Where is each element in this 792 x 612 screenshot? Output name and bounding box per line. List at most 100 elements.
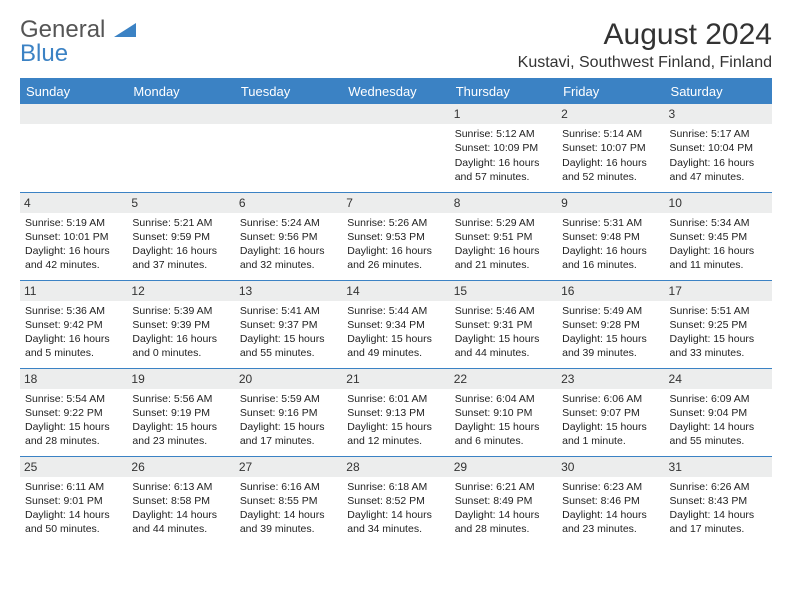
day-number: 10 xyxy=(665,193,772,213)
calendar-week: 4 Sunrise: 5:19 AMSunset: 10:01 PMDayligh… xyxy=(20,192,772,280)
day-info: Sunrise: 5:21 AMSunset: 9:59 PMDaylight:… xyxy=(132,216,229,273)
day-number: 25 xyxy=(20,457,127,477)
calendar-cell xyxy=(127,104,234,192)
calendar-cell: 31 Sunrise: 6:26 AMSunset: 8:43 PMDayligh… xyxy=(665,456,772,544)
calendar-cell: 9 Sunrise: 5:31 AMSunset: 9:48 PMDaylight… xyxy=(557,192,664,280)
day-number: 29 xyxy=(450,457,557,477)
day-number: 31 xyxy=(665,457,772,477)
day-info: Sunrise: 5:49 AMSunset: 9:28 PMDaylight:… xyxy=(562,304,659,361)
calendar-week: 1 Sunrise: 5:12 AMSunset: 10:09 PMDayligh… xyxy=(20,104,772,192)
calendar-cell: 3Sunrise: 5:17 AMSunset: 10:04 PMDayligh… xyxy=(665,104,772,192)
calendar-cell xyxy=(342,104,449,192)
calendar-cell: 17 Sunrise: 5:51 AMSunset: 9:25 PMDayligh… xyxy=(665,280,772,368)
logo-text-1: General xyxy=(20,16,105,43)
month-title: August 2024 xyxy=(518,18,772,52)
calendar-cell: 4 Sunrise: 5:19 AMSunset: 10:01 PMDayligh… xyxy=(20,192,127,280)
calendar-cell: 24 Sunrise: 6:09 AMSunset: 9:04 PMDayligh… xyxy=(665,368,772,456)
day-info: Sunrise: 6:06 AMSunset: 9:07 PMDaylight:… xyxy=(562,392,659,449)
day-info: Sunrise: 6:04 AMSunset: 9:10 PMDaylight:… xyxy=(455,392,552,449)
day-info: Sunrise: 5:17 AMSunset: 10:04 PMDaylight… xyxy=(670,127,767,184)
day-number: 8 xyxy=(450,193,557,213)
day-header: Monday xyxy=(127,79,234,105)
day-info: Sunrise: 5:31 AMSunset: 9:48 PMDaylight:… xyxy=(562,216,659,273)
day-number: 26 xyxy=(127,457,234,477)
day-info: Sunrise: 6:01 AMSunset: 9:13 PMDaylight:… xyxy=(347,392,444,449)
calendar-cell: 30Sunrise: 6:23 AMSunset: 8:46 PMDayligh… xyxy=(557,456,664,544)
calendar-cell: 5 Sunrise: 5:21 AMSunset: 9:59 PMDaylight… xyxy=(127,192,234,280)
calendar-cell: 11 Sunrise: 5:36 AMSunset: 9:42 PMDayligh… xyxy=(20,280,127,368)
calendar-body: 1 Sunrise: 5:12 AMSunset: 10:09 PMDayligh… xyxy=(20,104,772,544)
day-header: Thursday xyxy=(450,79,557,105)
calendar-cell: 15 Sunrise: 5:46 AMSunset: 9:31 PMDayligh… xyxy=(450,280,557,368)
calendar-cell: 21 Sunrise: 6:01 AMSunset: 9:13 PMDayligh… xyxy=(342,368,449,456)
logo-triangle-icon xyxy=(114,23,136,37)
day-info: Sunrise: 5:29 AMSunset: 9:51 PMDaylight:… xyxy=(455,216,552,273)
day-info: Sunrise: 5:19 AMSunset: 10:01 PMDaylight… xyxy=(25,216,122,273)
day-info: Sunrise: 6:11 AMSunset: 9:01 PMDaylight:… xyxy=(25,480,122,537)
calendar-cell: 25 Sunrise: 6:11 AMSunset: 9:01 PMDayligh… xyxy=(20,456,127,544)
day-header: Tuesday xyxy=(235,79,342,105)
calendar-cell: 29 Sunrise: 6:21 AMSunset: 8:49 PMDayligh… xyxy=(450,456,557,544)
day-number-empty xyxy=(235,104,342,124)
day-info: Sunrise: 5:24 AMSunset: 9:56 PMDaylight:… xyxy=(240,216,337,273)
day-number: 24 xyxy=(665,369,772,389)
day-info: Sunrise: 5:36 AMSunset: 9:42 PMDaylight:… xyxy=(25,304,122,361)
calendar-cell: 6Sunrise: 5:24 AMSunset: 9:56 PMDaylight… xyxy=(235,192,342,280)
day-info: Sunrise: 6:23 AMSunset: 8:46 PMDaylight:… xyxy=(562,480,659,537)
calendar-week: 11 Sunrise: 5:36 AMSunset: 9:42 PMDayligh… xyxy=(20,280,772,368)
calendar-week: 25 Sunrise: 6:11 AMSunset: 9:01 PMDayligh… xyxy=(20,456,772,544)
day-info: Sunrise: 5:51 AMSunset: 9:25 PMDaylight:… xyxy=(670,304,767,361)
day-number: 9 xyxy=(557,193,664,213)
day-info: Sunrise: 5:44 AMSunset: 9:34 PMDaylight:… xyxy=(347,304,444,361)
day-number: 7 xyxy=(342,193,449,213)
day-number-empty xyxy=(20,104,127,124)
day-info: Sunrise: 6:09 AMSunset: 9:04 PMDaylight:… xyxy=(670,392,767,449)
day-number-empty xyxy=(342,104,449,124)
day-number: 4 xyxy=(20,193,127,213)
day-info: Sunrise: 5:46 AMSunset: 9:31 PMDaylight:… xyxy=(455,304,552,361)
calendar-cell: 16 Sunrise: 5:49 AMSunset: 9:28 PMDayligh… xyxy=(557,280,664,368)
day-number: 18 xyxy=(20,369,127,389)
day-info: Sunrise: 6:26 AMSunset: 8:43 PMDaylight:… xyxy=(670,480,767,537)
location: Kustavi, Southwest Finland, Finland xyxy=(518,54,772,72)
day-number: 27 xyxy=(235,457,342,477)
calendar-cell: 1 Sunrise: 5:12 AMSunset: 10:09 PMDayligh… xyxy=(450,104,557,192)
calendar-cell: 18Sunrise: 5:54 AMSunset: 9:22 PMDayligh… xyxy=(20,368,127,456)
day-number: 13 xyxy=(235,281,342,301)
calendar-cell xyxy=(20,104,127,192)
calendar-cell: 13 Sunrise: 5:41 AMSunset: 9:37 PMDayligh… xyxy=(235,280,342,368)
header: General Blue August 2024 Kustavi, Southw… xyxy=(20,18,772,72)
calendar-cell: 2Sunrise: 5:14 AMSunset: 10:07 PMDayligh… xyxy=(557,104,664,192)
day-info: Sunrise: 6:13 AMSunset: 8:58 PMDaylight:… xyxy=(132,480,229,537)
day-number: 17 xyxy=(665,281,772,301)
day-number: 12 xyxy=(127,281,234,301)
calendar-cell: 22 Sunrise: 6:04 AMSunset: 9:10 PMDayligh… xyxy=(450,368,557,456)
day-info: Sunrise: 6:21 AMSunset: 8:49 PMDaylight:… xyxy=(455,480,552,537)
calendar-head: SundayMondayTuesdayWednesdayThursdayFrid… xyxy=(20,79,772,105)
day-info: Sunrise: 5:41 AMSunset: 9:37 PMDaylight:… xyxy=(240,304,337,361)
day-info: Sunrise: 5:14 AMSunset: 10:07 PMDaylight… xyxy=(562,127,659,184)
day-header: Saturday xyxy=(665,79,772,105)
day-info: Sunrise: 5:26 AMSunset: 9:53 PMDaylight:… xyxy=(347,216,444,273)
calendar-cell: 26 Sunrise: 6:13 AMSunset: 8:58 PMDayligh… xyxy=(127,456,234,544)
day-info: Sunrise: 5:56 AMSunset: 9:19 PMDaylight:… xyxy=(132,392,229,449)
calendar-cell: 20Sunrise: 5:59 AMSunset: 9:16 PMDayligh… xyxy=(235,368,342,456)
calendar-cell xyxy=(235,104,342,192)
day-header: Wednesday xyxy=(342,79,449,105)
day-number: 28 xyxy=(342,457,449,477)
day-number: 5 xyxy=(127,193,234,213)
calendar-cell: 27Sunrise: 6:16 AMSunset: 8:55 PMDayligh… xyxy=(235,456,342,544)
calendar-week: 18Sunrise: 5:54 AMSunset: 9:22 PMDayligh… xyxy=(20,368,772,456)
day-number: 14 xyxy=(342,281,449,301)
calendar-table: SundayMondayTuesdayWednesdayThursdayFrid… xyxy=(20,78,772,544)
day-number: 15 xyxy=(450,281,557,301)
day-number: 22 xyxy=(450,369,557,389)
day-number-empty xyxy=(127,104,234,124)
day-number: 11 xyxy=(20,281,127,301)
day-number: 16 xyxy=(557,281,664,301)
calendar-cell: 28Sunrise: 6:18 AMSunset: 8:52 PMDayligh… xyxy=(342,456,449,544)
day-number: 1 xyxy=(450,104,557,124)
day-number: 19 xyxy=(127,369,234,389)
day-number: 21 xyxy=(342,369,449,389)
day-info: Sunrise: 5:12 AMSunset: 10:09 PMDaylight… xyxy=(455,127,552,184)
